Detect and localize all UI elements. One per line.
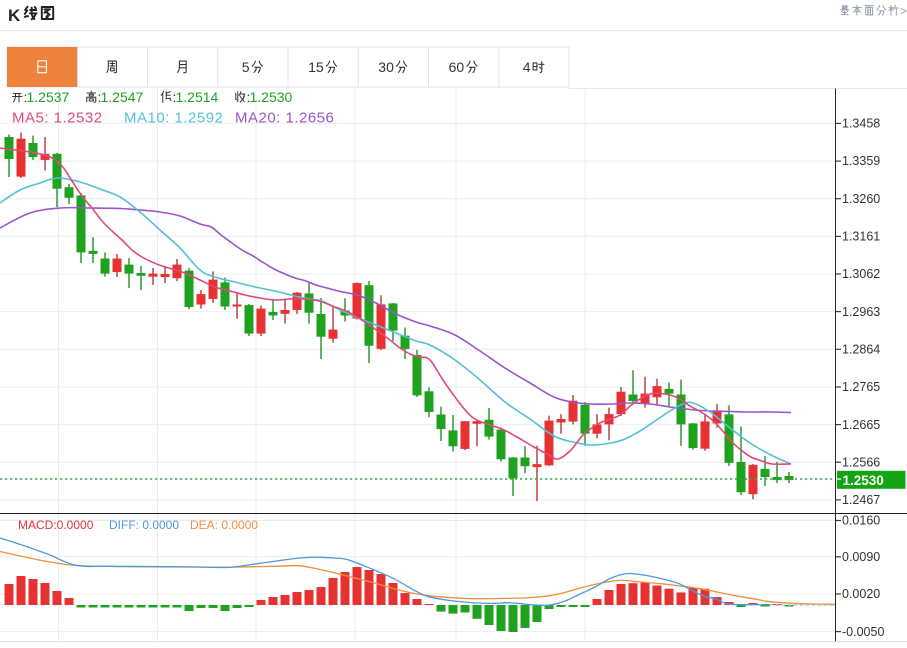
svg-text:1.2765: 1.2765 bbox=[842, 380, 880, 394]
svg-text:DIFF: 0.0000: DIFF: 0.0000 bbox=[109, 518, 179, 532]
svg-text:DEA: 0.0000: DEA: 0.0000 bbox=[190, 518, 258, 532]
svg-text:1.2467: 1.2467 bbox=[842, 493, 880, 507]
svg-text:1.2963: 1.2963 bbox=[842, 305, 880, 319]
svg-text:0.0090: 0.0090 bbox=[842, 550, 880, 564]
svg-text:5: 5 bbox=[242, 59, 250, 75]
svg-text:4: 4 bbox=[523, 59, 531, 75]
svg-text:1.2547: 1.2547 bbox=[101, 89, 144, 105]
svg-text:MA10: 1.2592: MA10: 1.2592 bbox=[124, 110, 223, 127]
svg-text:0.0160: 0.0160 bbox=[842, 514, 880, 528]
svg-text::: : bbox=[247, 89, 251, 105]
svg-text:30: 30 bbox=[378, 59, 394, 75]
svg-text:1.3458: 1.3458 bbox=[842, 117, 880, 131]
svg-text::: : bbox=[173, 89, 177, 105]
svg-text:1.2537: 1.2537 bbox=[27, 89, 70, 105]
svg-text:1.3359: 1.3359 bbox=[842, 154, 880, 168]
svg-text:-0.0050: -0.0050 bbox=[842, 625, 884, 639]
svg-text::: : bbox=[98, 89, 102, 105]
svg-text:1.2530: 1.2530 bbox=[843, 473, 884, 488]
svg-text:1.3260: 1.3260 bbox=[842, 192, 880, 206]
svg-text:1.2665: 1.2665 bbox=[842, 418, 880, 432]
svg-text:0.0020: 0.0020 bbox=[842, 587, 880, 601]
svg-text::: : bbox=[24, 89, 28, 105]
svg-text:MA20: 1.2656: MA20: 1.2656 bbox=[235, 110, 334, 127]
svg-text:1.3062: 1.3062 bbox=[842, 267, 880, 281]
svg-text:>: > bbox=[900, 4, 907, 18]
svg-text:MACD:0.0000: MACD:0.0000 bbox=[18, 518, 94, 532]
svg-text:60: 60 bbox=[449, 59, 465, 75]
svg-text:MA5: 1.2532: MA5: 1.2532 bbox=[12, 110, 103, 127]
svg-text:15: 15 bbox=[308, 59, 324, 75]
svg-text:1.2864: 1.2864 bbox=[842, 343, 880, 357]
svg-text:1.3161: 1.3161 bbox=[842, 230, 880, 244]
svg-text:1.2530: 1.2530 bbox=[250, 89, 293, 105]
svg-text:1.2566: 1.2566 bbox=[842, 455, 880, 469]
svg-text:1.2514: 1.2514 bbox=[176, 89, 219, 105]
svg-text:K: K bbox=[8, 6, 21, 25]
